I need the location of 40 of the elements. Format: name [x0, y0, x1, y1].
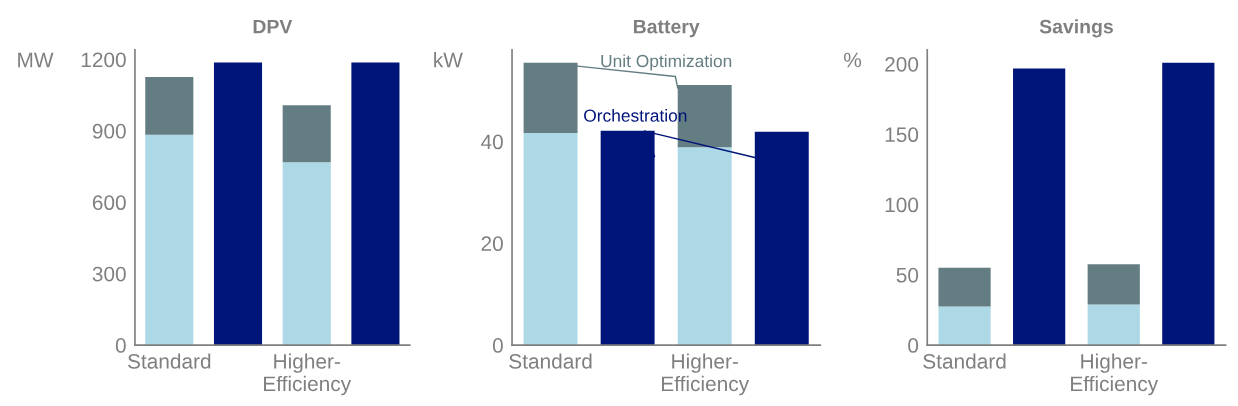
chart-title: DPV	[253, 19, 293, 34]
y-axis-title: kW	[434, 52, 463, 68]
y-tick-label: 300	[92, 266, 126, 282]
bar	[1013, 68, 1066, 346]
y-tick-label: 1200	[81, 52, 126, 68]
y-tick-label: 20	[481, 236, 503, 252]
bar	[145, 134, 194, 346]
y-tick-label: 0	[115, 338, 126, 353]
x-tick-label: Standard	[509, 353, 592, 369]
y-tick-label: 0	[492, 338, 503, 353]
bar	[145, 77, 194, 135]
bar	[1162, 62, 1215, 346]
x-tick-label: Higher-Efficiency	[264, 353, 352, 396]
chart-title: Battery	[633, 19, 700, 38]
bar	[523, 132, 578, 346]
x-tick-label: Standard	[923, 353, 1006, 369]
series-label: Unit Optimization	[601, 54, 732, 71]
y-tick-label: 150	[885, 127, 919, 143]
y-tick-label: 900	[92, 123, 126, 139]
bar	[1087, 304, 1140, 346]
bar	[677, 147, 732, 346]
bar	[1087, 264, 1140, 305]
chart-title: Savings	[1039, 19, 1113, 38]
y-tick-label: 0	[908, 338, 919, 353]
bar	[282, 105, 331, 163]
y-axis-title: MW	[18, 52, 54, 68]
y-tick-label: 40	[481, 134, 503, 150]
bar	[938, 267, 991, 307]
bar	[282, 162, 331, 346]
bar	[938, 306, 991, 346]
y-tick-label: 600	[92, 195, 126, 211]
x-tick-label: Higher-Efficiency	[662, 353, 750, 396]
y-tick-label: 50	[896, 267, 919, 283]
x-tick-label: Standard	[127, 353, 211, 369]
y-tick-label: 100	[885, 197, 919, 213]
bar	[351, 62, 400, 346]
y-tick-label: 200	[885, 56, 919, 72]
bar	[213, 62, 263, 346]
x-tick-label: Higher-Efficiency	[1071, 353, 1159, 396]
y-axis-title: %	[844, 52, 862, 68]
